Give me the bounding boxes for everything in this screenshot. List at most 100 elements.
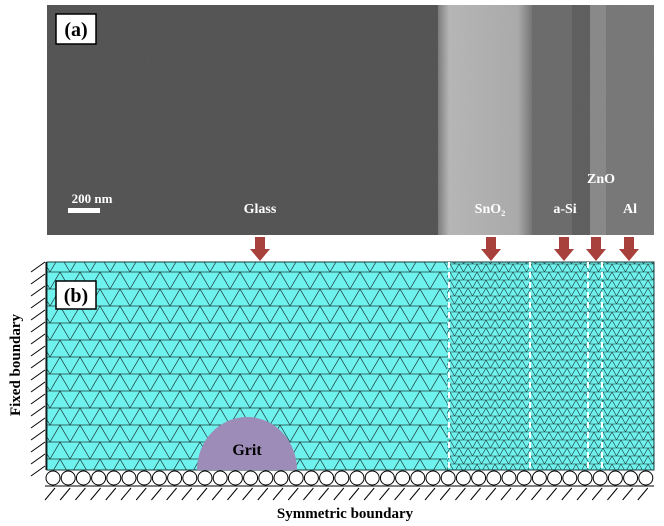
hatch [31, 406, 45, 416]
roller [46, 471, 60, 485]
scale-bar-label: 200 nm [72, 191, 113, 206]
hatch [562, 488, 572, 500]
hatch [592, 488, 602, 500]
hatch [212, 488, 222, 500]
layer-label: Al [623, 202, 637, 217]
roller [335, 471, 349, 485]
roller [380, 471, 394, 485]
hatch [638, 488, 648, 500]
hatch [440, 488, 450, 500]
hatch [31, 442, 45, 452]
roller [411, 471, 425, 485]
hatch [227, 488, 237, 500]
roller [213, 471, 227, 485]
figure: (a) 200 nm Glass SnO₂ a-Si ZnO Al (b) Grit F… [0, 0, 664, 526]
hatch [31, 322, 45, 332]
hatch [395, 488, 405, 500]
hatch [151, 488, 161, 500]
hatch [60, 488, 70, 500]
hatch [303, 488, 313, 500]
roller [244, 471, 258, 485]
hatch [121, 488, 131, 500]
roller [183, 471, 197, 485]
panel-label: (a) [64, 19, 87, 41]
roller [472, 471, 486, 485]
roller [168, 471, 182, 485]
roller [259, 471, 273, 485]
roller [426, 471, 440, 485]
roller [365, 471, 379, 485]
layer-label: a-Si [553, 202, 576, 217]
hatch [31, 334, 45, 344]
mesh-panel [47, 262, 654, 470]
hatch [31, 454, 45, 464]
roller [228, 471, 242, 485]
hatch [31, 310, 45, 320]
hatch [243, 488, 253, 500]
roller [396, 471, 410, 485]
roller [122, 471, 136, 485]
roller [639, 471, 653, 485]
hatch [319, 488, 329, 500]
roller [137, 471, 151, 485]
roller [198, 471, 212, 485]
hatch [471, 488, 481, 500]
hatch [31, 466, 45, 476]
hatch [31, 274, 45, 284]
roller [92, 471, 106, 485]
hatch [31, 370, 45, 380]
hatch [516, 488, 526, 500]
roller [61, 471, 75, 485]
roller [350, 471, 364, 485]
hatch [31, 358, 45, 368]
layer-label: SnO₂ [475, 202, 506, 217]
hatch [182, 488, 192, 500]
roller [107, 471, 121, 485]
hatch [577, 488, 587, 500]
hatch [75, 488, 85, 500]
roller [320, 471, 334, 485]
layer-label: Glass [244, 202, 277, 217]
hatch [31, 286, 45, 296]
hatch [288, 488, 298, 500]
grit-label: Grit [232, 442, 262, 459]
arrow [554, 237, 574, 261]
roller [152, 471, 166, 485]
roller [578, 471, 592, 485]
panel-label: (b) [64, 285, 88, 307]
hatch [273, 488, 283, 500]
hatch [455, 488, 465, 500]
hatch [531, 488, 541, 500]
roller [532, 471, 546, 485]
arrow [619, 237, 639, 261]
hatch [91, 488, 101, 500]
hatch [364, 488, 374, 500]
roller [502, 471, 516, 485]
hatch [45, 488, 55, 500]
roller [441, 471, 455, 485]
hatch [31, 394, 45, 404]
hatch [31, 430, 45, 440]
arrow [481, 237, 501, 261]
hatch [136, 488, 146, 500]
hatch [334, 488, 344, 500]
roller [289, 471, 303, 485]
hatch [31, 262, 45, 272]
roller [548, 471, 562, 485]
roller [563, 471, 577, 485]
hatch [486, 488, 496, 500]
roller [624, 471, 638, 485]
roller [274, 471, 288, 485]
arrow [250, 237, 270, 261]
roller [76, 471, 90, 485]
arrow [586, 237, 606, 261]
hatch [623, 488, 633, 500]
hatch [31, 298, 45, 308]
sem-image [47, 5, 654, 235]
hatch [167, 488, 177, 500]
axis-label: Fixed boundary [8, 313, 24, 416]
layer-label: ZnO [587, 172, 615, 187]
hatch [379, 488, 389, 500]
roller [304, 471, 318, 485]
hatch [31, 346, 45, 356]
